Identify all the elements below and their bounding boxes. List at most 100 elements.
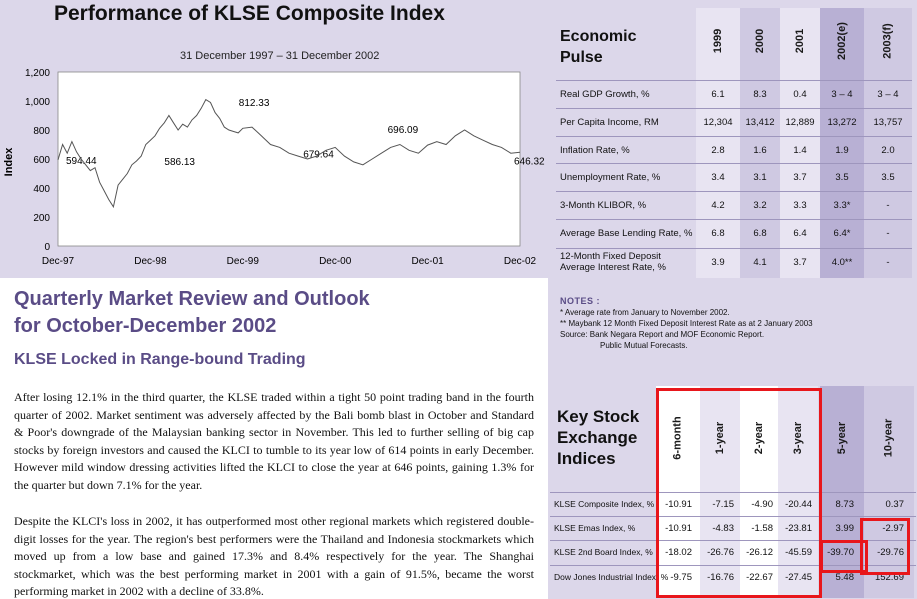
econ-cell: 3.1 bbox=[753, 172, 767, 183]
klse-line-chart: 0 200 400 600 800 1,000 1,200 Dec-97 Dec-98 Dec-9… bbox=[3, 68, 545, 267]
key-index-row: KLSE Composite Index, % -10.91 -7.15 -4.90 -… bbox=[550, 492, 916, 516]
review-subtitle: KLSE Locked in Range-bound Trading bbox=[14, 351, 306, 368]
notes-line-3: Source: Bank Negara Report and MOF Econo… bbox=[560, 330, 765, 339]
econ-cell: 6.1 bbox=[711, 89, 725, 100]
left-panel: Performance of KLSE Composite Index 31 D… bbox=[0, 0, 548, 599]
year-header-2000: 2000 bbox=[753, 28, 766, 54]
econ-cell: - bbox=[886, 257, 890, 268]
econ-cell: 3.5 bbox=[835, 172, 849, 183]
review-title-line2: for October-December 2002 bbox=[14, 315, 277, 337]
chart-title: Performance of KLSE Composite Index bbox=[54, 2, 445, 25]
econ-cell: 4.0** bbox=[831, 257, 853, 268]
key-index-cell: -9.75 bbox=[670, 572, 692, 583]
econ-cell: 3.2 bbox=[753, 200, 767, 211]
econ-row: Unemployment Rate, % 3.4 3.1 3.7 3.5 3.5 bbox=[556, 163, 912, 191]
econ-cell: - bbox=[886, 200, 890, 211]
econ-row-label: 12-Month Fixed Deposit Average Interest … bbox=[560, 251, 666, 273]
econ-row-label: Inflation Rate, % bbox=[560, 145, 630, 156]
econ-col-bg-2000 bbox=[740, 8, 780, 278]
econ-cell: 3 – 4 bbox=[877, 89, 899, 100]
y-tick-label: 600 bbox=[33, 155, 50, 166]
notes-line-2: ** Maybank 12 Month Fixed Deposit Intere… bbox=[560, 319, 813, 328]
econ-cell: 3.7 bbox=[793, 172, 807, 183]
econ-row: 3-Month KLIBOR, % 4.2 3.2 3.3 3.3* - bbox=[556, 191, 912, 219]
econ-cell: - bbox=[886, 228, 890, 239]
key-index-cell: 3.99 bbox=[835, 523, 855, 534]
econ-row-label: Unemployment Rate, % bbox=[560, 172, 661, 183]
economic-pulse-title-line2: Pulse bbox=[560, 49, 603, 66]
econ-row: Average Base Lending Rate, % 6.8 6.8 6.4 6.4… bbox=[556, 219, 912, 248]
key-index-cell: 152.69 bbox=[874, 572, 904, 583]
key-index-cell: -10.91 bbox=[665, 499, 692, 510]
index-series-line bbox=[57, 98, 521, 209]
key-index-row: KLSE Emas Index, % -10.91 -4.83 -1.58 -23.81… bbox=[550, 516, 916, 540]
key-index-cell: -20.44 bbox=[785, 499, 812, 510]
notes-heading: NOTES : bbox=[560, 296, 601, 306]
notes-line-4: Public Mutual Forecasts. bbox=[600, 341, 688, 350]
data-annotation-label: 812.33 bbox=[239, 98, 270, 109]
data-annotation-label: 586.13 bbox=[164, 157, 195, 168]
data-annotation-label: 696.09 bbox=[388, 125, 419, 136]
key-indices-title-line3: Indices bbox=[557, 449, 616, 468]
econ-row: Inflation Rate, % 2.8 1.6 1.4 1.9 2.0 bbox=[556, 136, 912, 163]
key-index-cell: -18.02 bbox=[665, 547, 692, 558]
key-index-cell: -29.76 bbox=[877, 547, 904, 558]
key-index-cell: -4.90 bbox=[751, 499, 773, 510]
data-annotation-label: 646.32 bbox=[514, 156, 545, 167]
econ-cell: 13,272 bbox=[827, 117, 857, 128]
econ-cell: 13,757 bbox=[873, 117, 903, 128]
economic-pulse-title-line1: Economic bbox=[560, 28, 637, 45]
y-tick-label: 400 bbox=[33, 184, 50, 195]
year-header-2002e: 2002(e) bbox=[835, 22, 848, 60]
econ-cell: 4.1 bbox=[753, 257, 767, 268]
econ-cell: 3.3 bbox=[793, 200, 807, 211]
key-index-cell: -39.70 bbox=[827, 547, 854, 558]
highlight-box-short-term bbox=[656, 388, 822, 598]
review-paragraph-2: Despite the KLCI's loss in 2002, it has … bbox=[14, 514, 534, 598]
economic-pulse-title: Economic Pulse bbox=[560, 26, 636, 68]
econ-cell: 1.6 bbox=[753, 145, 767, 156]
econ-col-bg-2001 bbox=[780, 8, 820, 278]
econ-cell: 6.8 bbox=[753, 228, 767, 239]
period-header-5-year: 5-year bbox=[835, 421, 848, 455]
econ-cell: 6.4* bbox=[833, 228, 851, 239]
y-axis-label: Index bbox=[3, 147, 15, 177]
key-index-cell: -16.76 bbox=[707, 572, 734, 583]
key-index-label: KLSE 2nd Board Index, % bbox=[554, 547, 653, 557]
key-index-cell: 5.48 bbox=[835, 572, 855, 583]
econ-cell: 3.7 bbox=[793, 257, 807, 268]
econ-cell: 1.9 bbox=[835, 145, 849, 156]
key-index-cell: -2.97 bbox=[882, 523, 904, 534]
y-tick-label: 1,000 bbox=[25, 97, 50, 108]
key-index-cell: 0.37 bbox=[885, 499, 905, 510]
econ-col-bg-1999 bbox=[696, 8, 740, 278]
review-title-line1: Quarterly Market Review and Outlook bbox=[14, 288, 370, 310]
econ-cell: 3.9 bbox=[711, 257, 725, 268]
y-tick-label: 800 bbox=[33, 126, 50, 137]
econ-cell: 3.5 bbox=[881, 172, 895, 183]
econ-cell: 6.8 bbox=[711, 228, 725, 239]
plot-area bbox=[57, 71, 521, 247]
key-indices-title: Key Stock Exchange Indices bbox=[557, 406, 639, 469]
y-tick-label: 0 bbox=[44, 242, 50, 253]
key-index-cell: 8.73 bbox=[835, 499, 855, 510]
econ-row: 12-Month Fixed Deposit Average Interest … bbox=[556, 248, 912, 276]
notes-line-1: * Average rate from January to November … bbox=[560, 308, 730, 317]
key-index-cell: -26.12 bbox=[746, 547, 773, 558]
key-index-cell: -10.91 bbox=[665, 523, 692, 534]
x-tick-label: Dec-97 bbox=[42, 256, 75, 267]
econ-row: Real GDP Growth, % 6.1 8.3 0.4 3 – 4 3 – 4 bbox=[556, 80, 912, 108]
highlight-box-10-year bbox=[860, 518, 910, 575]
key-index-cell: -7.15 bbox=[712, 499, 734, 510]
review-title: Quarterly Market Review and Outlook for … bbox=[14, 286, 370, 340]
key-index-cell: -1.58 bbox=[751, 523, 773, 534]
econ-cell: 13,412 bbox=[745, 117, 775, 128]
highlight-box-5-year bbox=[820, 540, 868, 573]
year-header-1999: 1999 bbox=[711, 28, 724, 54]
x-tick-label: Dec-99 bbox=[227, 256, 260, 267]
x-tick-label: Dec-98 bbox=[134, 256, 167, 267]
econ-cell: 8.3 bbox=[753, 89, 767, 100]
key-index-label: KLSE Composite Index, % bbox=[554, 499, 655, 509]
year-header-2003f: 2003(f) bbox=[882, 23, 894, 59]
econ-cell: 1.4 bbox=[793, 145, 807, 156]
